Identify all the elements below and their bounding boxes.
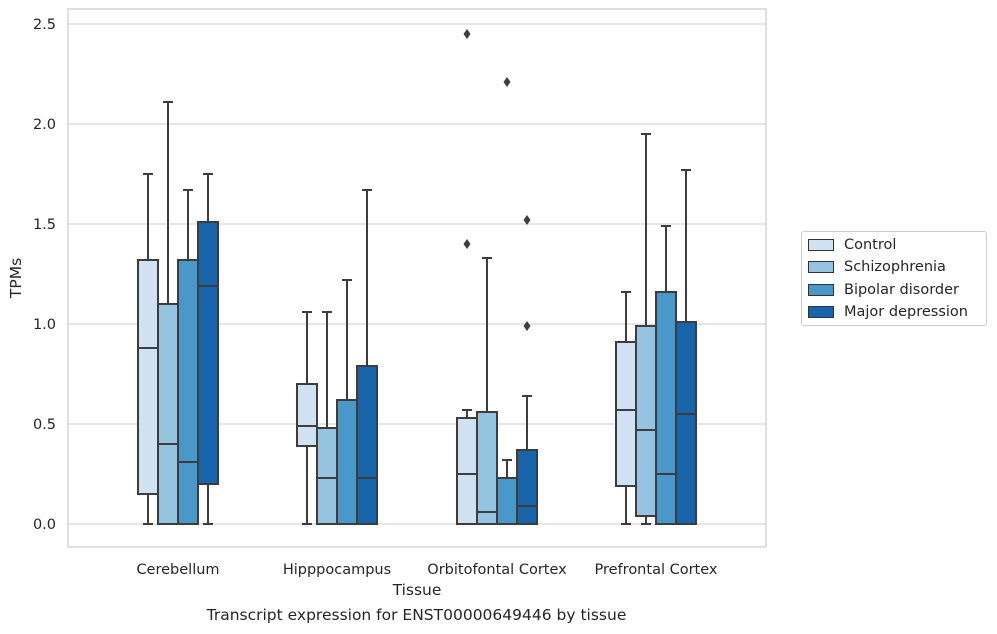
legend-item-major-depression: Major depression bbox=[808, 302, 968, 322]
box bbox=[655, 291, 677, 525]
y-tick-label: 0.5 bbox=[33, 417, 56, 433]
y-tick-label: 2.5 bbox=[33, 17, 56, 33]
box bbox=[316, 427, 338, 525]
legend-label-major-depression: Major depression bbox=[844, 304, 968, 320]
y-tick-label: 0.0 bbox=[33, 517, 56, 533]
box bbox=[197, 221, 219, 485]
y-axis-label: TPMs bbox=[7, 258, 25, 299]
x-tick-label: Cerebellum bbox=[136, 562, 219, 578]
box bbox=[296, 383, 318, 447]
legend-label-control: Control bbox=[844, 237, 897, 253]
box bbox=[456, 417, 478, 525]
outlier-point bbox=[503, 77, 511, 87]
figure-caption: Transcript expression for ENST0000064944… bbox=[206, 606, 627, 624]
legend-label-schizophrenia: Schizophrenia bbox=[844, 259, 946, 275]
box bbox=[137, 259, 159, 495]
y-tick-label: 1.0 bbox=[33, 317, 56, 333]
x-tick-label: Prefrontal Cortex bbox=[595, 562, 718, 578]
box bbox=[157, 303, 179, 525]
x-tick-label: Orbitofontal Cortex bbox=[427, 562, 567, 578]
legend-swatch-major-depression bbox=[808, 306, 834, 318]
outlier-point bbox=[523, 215, 531, 225]
legend-label-bipolar-disorder: Bipolar disorder bbox=[844, 282, 959, 298]
legend-item-control: Control bbox=[808, 235, 896, 255]
box bbox=[635, 325, 657, 517]
plot-frame bbox=[67, 8, 767, 548]
y-tick-label: 2.0 bbox=[33, 117, 56, 133]
box bbox=[356, 365, 378, 525]
box bbox=[476, 411, 498, 525]
legend-swatch-bipolar-disorder bbox=[808, 284, 834, 296]
box bbox=[496, 477, 518, 525]
legend-item-schizophrenia: Schizophrenia bbox=[808, 257, 946, 277]
box bbox=[675, 321, 697, 525]
legend-swatch-schizophrenia bbox=[808, 261, 834, 273]
x-axis-label: Tissue bbox=[392, 581, 442, 599]
legend-item-bipolar-disorder: Bipolar disorder bbox=[808, 280, 959, 300]
box bbox=[177, 259, 199, 525]
box bbox=[336, 399, 358, 525]
outlier-point bbox=[463, 239, 471, 249]
chart-legend: Control Schizophrenia Bipolar disorder M… bbox=[801, 231, 987, 326]
box bbox=[615, 341, 637, 487]
x-tick-label: Hipppocampus bbox=[283, 562, 391, 578]
legend-swatch-control bbox=[808, 239, 834, 251]
box bbox=[516, 449, 538, 525]
outlier-point bbox=[463, 29, 471, 39]
outlier-point bbox=[523, 321, 531, 331]
y-tick-label: 1.5 bbox=[33, 217, 56, 233]
